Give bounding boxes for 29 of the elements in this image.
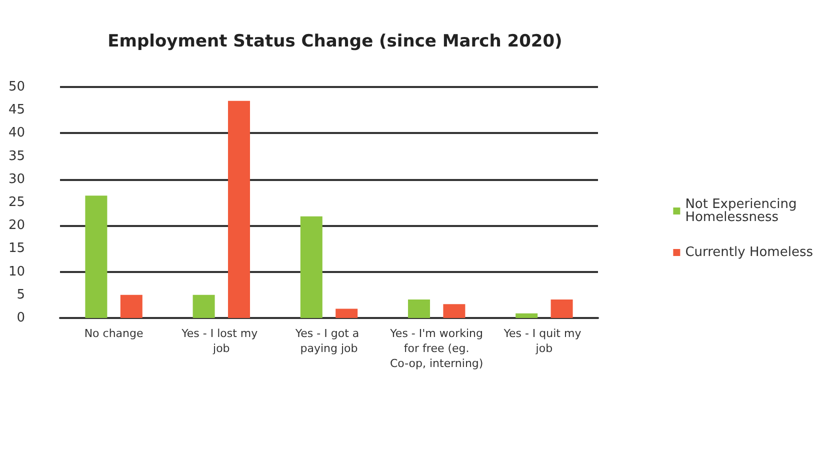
- bar: [120, 294, 142, 318]
- x-tick-label: Yes - I got a paying job: [294, 327, 363, 355]
- y-tick-label: 40: [8, 126, 25, 141]
- y-tick-label: 50: [8, 80, 25, 94]
- bar: [516, 313, 538, 318]
- bar: [336, 308, 358, 318]
- y-tick-label: 45: [8, 102, 25, 118]
- bar: [192, 294, 215, 318]
- bar: [408, 300, 430, 318]
- legend-label: Currently Homeless: [685, 245, 814, 260]
- x-tick-label: No change: [84, 327, 144, 340]
- bar: [300, 216, 322, 318]
- y-tick-label: 25: [8, 195, 25, 210]
- y-tick-label: 35: [8, 148, 25, 164]
- bar: [443, 304, 466, 318]
- y-tick-label: 10: [8, 264, 25, 280]
- y-tick-label: 20: [8, 218, 25, 234]
- x-tick-label: Yes - I quit my job: [502, 327, 585, 355]
- legend-label: Not Experiencing Homelessness: [685, 197, 801, 225]
- bar: [85, 196, 108, 318]
- x-tick-label: Yes - I lost my job: [180, 327, 262, 355]
- y-tick-label: 0: [16, 310, 25, 326]
- y-tick-label: 15: [8, 241, 25, 256]
- x-tick-label: Yes - I'm working for free (eg. Co-op, interning): [389, 327, 484, 370]
- chart-title: Employment Status Change (since March 2020): [108, 32, 562, 52]
- y-tick-label: 30: [8, 172, 25, 187]
- bar: [228, 100, 250, 318]
- bar: [550, 300, 573, 318]
- y-tick-label: 5: [16, 287, 25, 302]
